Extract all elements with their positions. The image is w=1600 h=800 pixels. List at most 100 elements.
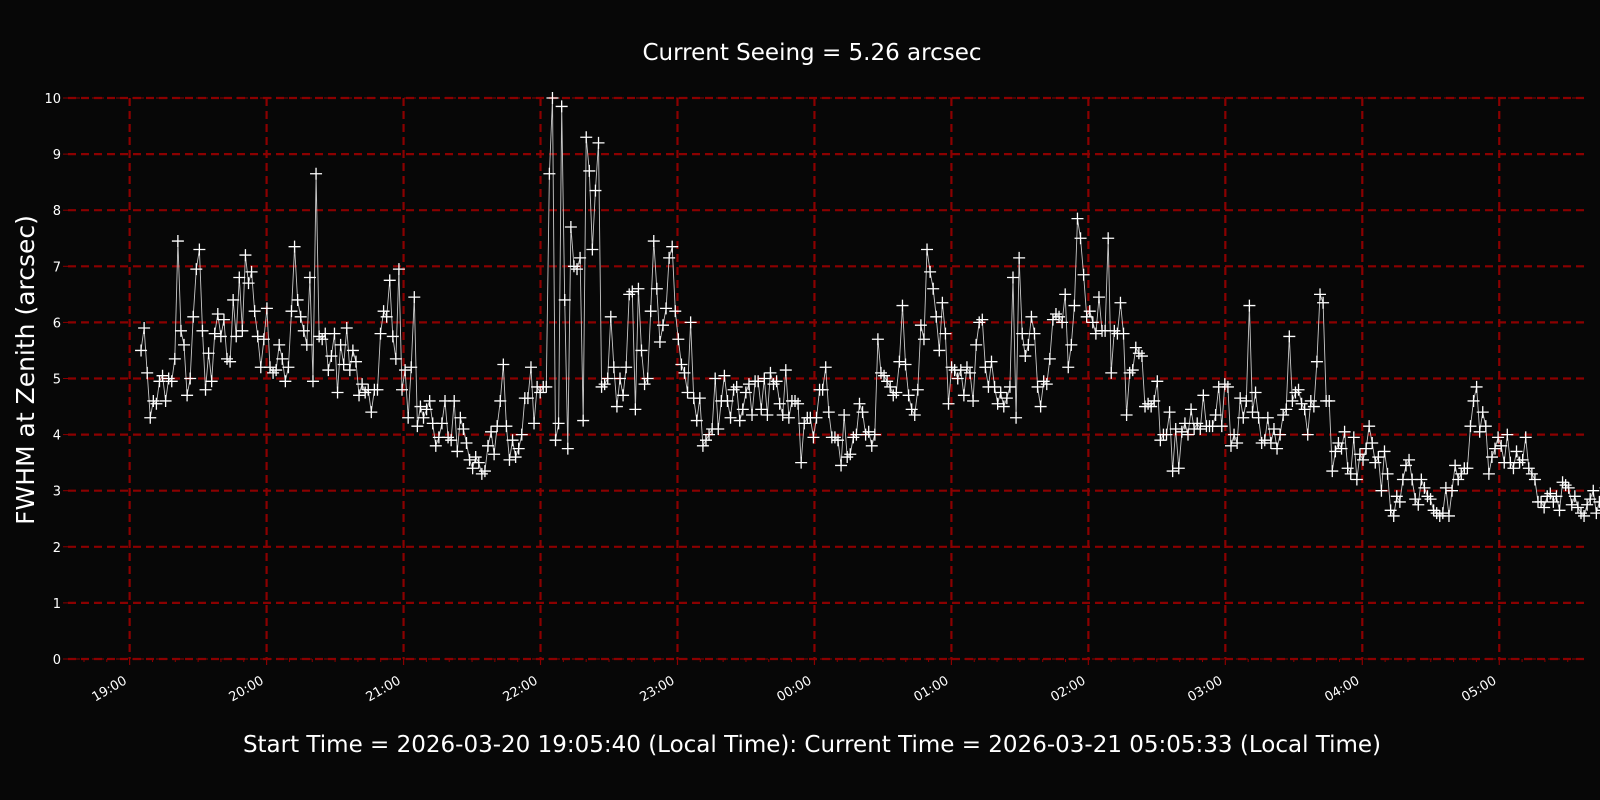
data-point [451,445,464,458]
data-point [196,324,209,337]
data-point [457,422,470,435]
data-point [334,338,347,351]
data-point [684,316,697,329]
data-point [1464,420,1477,433]
data-point [865,439,878,452]
data-point [150,397,163,410]
data-point [405,361,418,374]
data-point [546,92,559,104]
data-point [1280,403,1293,416]
data-point [1277,408,1290,421]
data-point [469,451,482,464]
data-point [1062,361,1075,374]
y-tick-label: 0 [53,653,61,668]
data-point [408,291,421,304]
data-point [887,389,900,402]
data-point [761,408,774,421]
data-point [776,408,789,421]
data-point [755,403,768,416]
data-point [1243,299,1256,312]
data-point [168,352,181,365]
data-point [1446,484,1459,497]
data-point [1264,437,1277,450]
data-point [1019,350,1032,363]
data-point [890,386,903,399]
data-point [1258,434,1271,447]
data-point [521,392,534,405]
data-point [656,319,669,332]
data-point [712,422,725,435]
data-point [902,389,915,402]
data-point [165,375,178,388]
data-point [1366,437,1379,450]
data-point [951,372,964,385]
data-point [607,361,620,374]
data-point [1455,467,1468,480]
data-point [1289,386,1302,399]
data-point [1347,431,1360,444]
data-point [767,378,780,391]
data-point [1209,408,1222,421]
data-point [423,394,436,407]
data-point [617,389,630,402]
data-point [543,167,556,180]
data-point [1375,484,1388,497]
data-point [141,366,154,379]
data-point [552,417,565,430]
y-axis-label: FWHM at Zenith (arcsec) [11,215,40,525]
data-point [221,352,234,365]
data-point [782,411,795,424]
data-point [328,327,341,340]
data-point [214,330,227,343]
data-point [1274,428,1287,441]
data-point [1031,380,1044,393]
data-point [574,251,587,264]
data-point [586,243,599,256]
data-point [199,383,212,396]
data-point [1166,465,1179,478]
data-point [979,361,992,374]
data-point [896,299,909,312]
data-point [1381,467,1394,480]
data-point [1584,493,1597,506]
data-point [632,282,645,295]
data-point [967,394,980,407]
y-tick-label: 3 [53,485,61,500]
data-point [964,366,977,379]
data-point [1587,484,1600,497]
data-point [1059,288,1072,301]
data-point [1479,420,1492,433]
data-point [1086,316,1099,329]
data-point [402,411,415,424]
data-point [202,347,215,360]
data-point [1516,453,1529,466]
data-point [178,338,191,351]
data-point [881,375,894,388]
data-point [1550,490,1563,503]
data-point [1074,232,1087,245]
data-point [503,453,516,466]
data-point [1295,397,1308,410]
data-point [773,397,786,410]
data-point [1571,501,1584,514]
data-point [623,288,636,301]
data-point [930,310,943,323]
data-point [1175,425,1188,438]
data-point [1046,313,1059,326]
data-point [742,378,755,391]
data-point [1544,487,1557,500]
data-point [957,389,970,402]
data-point [460,437,473,450]
data-point [156,369,169,382]
data-point [313,330,326,343]
data-point [1317,296,1330,309]
data-point [1476,406,1489,419]
data-point [322,364,335,377]
data-point [862,425,875,438]
data-point [733,414,746,427]
data-point [1163,406,1176,419]
data-point [917,333,930,346]
data-point [1003,380,1016,393]
data-point [1442,509,1455,522]
data-point [1025,310,1038,323]
